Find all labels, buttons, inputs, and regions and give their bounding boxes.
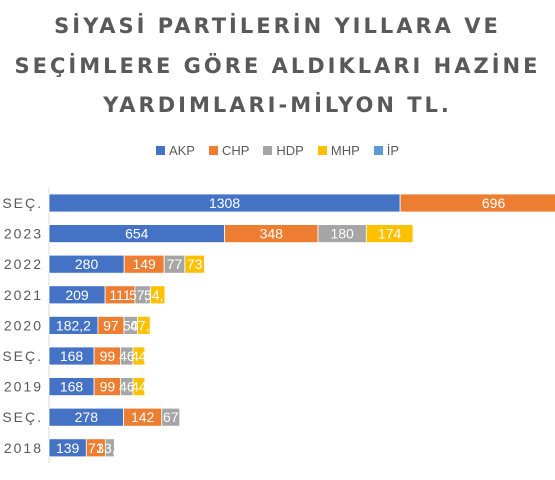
legend-label-hdp: HDP	[276, 143, 304, 158]
data-label-chp: 696	[482, 195, 506, 211]
data-label-hdp: 67	[163, 409, 179, 425]
data-label-chp: 348	[260, 226, 284, 242]
data-label-akp: 139	[56, 440, 80, 456]
category-tick-label: 2021	[4, 287, 43, 303]
data-label-chp: 99	[100, 348, 116, 364]
legend-item-chp: CHP	[208, 143, 250, 158]
category-tick-label: SEÇ.	[2, 195, 43, 211]
legend-label-akp: AKP	[168, 143, 195, 158]
data-label-akp: 168	[60, 379, 84, 395]
bar-segment-hdp	[104, 438, 115, 458]
data-label-akp: 209	[65, 287, 89, 303]
data-label-chp: 99	[100, 379, 116, 395]
legend-swatch-ip	[373, 146, 383, 155]
legend-swatch-chp	[208, 146, 218, 155]
data-label-akp: 278	[75, 409, 99, 425]
legend-label-ip: İP	[386, 143, 400, 158]
legend-swatch-akp	[155, 146, 165, 155]
category-tick-label: 2018	[4, 440, 43, 456]
chart-title-line-1: SİYASİ PARTİLERİN YILLARA VE	[54, 14, 501, 38]
data-label-mhp: 47,5	[130, 317, 157, 333]
legend-swatch-hdp	[263, 146, 273, 155]
bar-segment-chp	[399, 193, 555, 213]
data-label-akp: 168	[60, 348, 84, 364]
legend-item-akp: AKP	[155, 143, 195, 158]
data-label-chp: 149	[132, 256, 156, 272]
data-label-hdp: 33,5	[96, 440, 123, 456]
data-label-chp: 97	[103, 317, 119, 333]
data-label-akp: 654	[125, 226, 149, 242]
data-label-hdp: 46	[119, 379, 135, 395]
data-label-mhp: 54,5	[144, 287, 171, 303]
bar-segment-mhp	[184, 254, 205, 274]
category-tick-label: SEÇ.	[2, 348, 43, 364]
bar-segment-mhp	[136, 315, 151, 335]
data-label-chp: 142	[131, 409, 155, 425]
category-tick-label: SEÇ.	[2, 409, 43, 425]
legend-item-ip: İP	[373, 143, 400, 158]
data-label-chp: 71	[88, 440, 104, 456]
legend-label-mhp: MHP	[330, 143, 360, 158]
data-label-mhp: 73	[187, 256, 203, 272]
bar-segment-mhp	[365, 224, 414, 244]
category-tick-label: 2023	[4, 226, 43, 242]
legend-item-hdp: HDP	[263, 143, 304, 158]
legend-swatch-mhp	[317, 146, 327, 155]
data-label-hdp: 77	[167, 256, 183, 272]
legend-label-chp: CHP	[221, 143, 250, 158]
data-label-akp: 280	[75, 256, 99, 272]
category-tick-label: 2020	[4, 317, 43, 333]
legend-item-mhp: MHP	[317, 143, 360, 158]
bar-segment-hdp	[161, 407, 181, 427]
chart-legend: AKP CHP HDP MHP İP	[0, 143, 555, 158]
bar-segment-mhp	[149, 285, 166, 305]
data-label-mhp: 174	[378, 226, 402, 242]
data-label-akp: 1308	[209, 195, 240, 211]
bar-segment-mhp	[132, 346, 146, 366]
chart-title-line-3: YARDIMLARI-MİLYON TL.	[103, 93, 452, 117]
category-tick-label: 2019	[4, 379, 43, 395]
data-label-hdp: 46	[119, 348, 135, 364]
data-label-hdp: 57,5	[129, 287, 156, 303]
data-label-akp: 182,2	[56, 317, 91, 333]
data-label-mhp: 44	[131, 379, 147, 395]
bar-segment-mhp	[132, 377, 146, 397]
category-tick-label: 2022	[4, 256, 43, 272]
data-label-chp: 111	[109, 287, 130, 303]
data-label-hdp: 180	[330, 226, 354, 242]
chart-title-line-2: SEÇİMLERE GÖRE ALDIKLARI HAZİNE	[14, 54, 541, 78]
data-label-hdp: 50	[123, 317, 139, 333]
data-label-mhp: 44	[131, 348, 147, 364]
